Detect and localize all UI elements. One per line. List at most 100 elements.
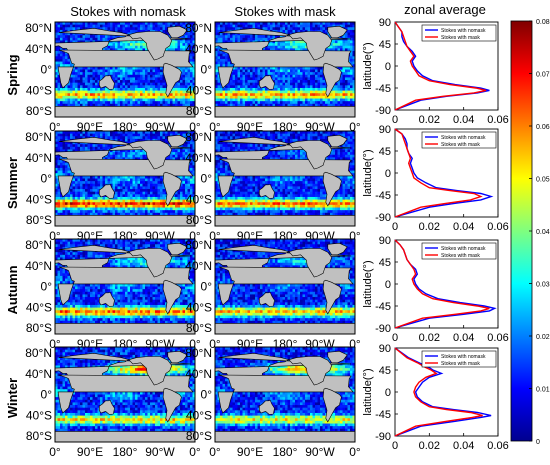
heat-cell [285,45,288,49]
heat-cell [305,85,308,89]
heat-cell [317,101,321,105]
heat-cell [177,66,181,70]
heat-cell [87,35,91,39]
heat-cell [340,93,343,97]
heat-cell [295,45,298,49]
heat-cell [102,157,106,161]
heat-cell [140,133,143,137]
heat-cell [122,154,126,158]
heat-cell [60,165,63,169]
heat-cell [55,136,58,140]
heat-cell [190,149,193,153]
heat-cell [135,101,138,105]
heat-cell [245,37,248,41]
heat-cell [130,45,133,49]
heat-cell [327,22,331,26]
heat-cell [100,144,103,148]
heat-cell [240,72,243,76]
heat-cell [120,24,123,28]
heat-cell [245,35,248,39]
heat-cell [220,24,223,28]
heat-cell [340,35,343,39]
heat-cell [340,80,343,84]
heat-cell [250,103,253,107]
heat-cell [107,66,111,70]
heat-cell [182,69,186,73]
heat-cell [307,90,311,94]
heat-cell [85,87,88,92]
heat-cell [55,144,58,148]
heat-cell [110,40,113,44]
heat-cell [250,98,253,102]
heat-cell [290,103,293,107]
heat-cell [232,85,236,89]
heat-cell [297,27,301,31]
heat-cell [215,35,218,39]
heat-cell [277,90,281,94]
heat-cell [65,58,68,62]
heat-cell [67,149,71,153]
heat-cell [302,40,306,44]
heat-cell [192,27,195,31]
heat-cell [165,29,168,33]
heat-cell [240,77,243,81]
heat-cell [190,98,193,102]
heat-cell [62,165,66,169]
heat-cell [142,80,146,84]
heat-cell [345,98,348,102]
heat-cell [250,77,253,81]
heat-cell [165,136,168,140]
heat-cell [250,69,253,73]
heat-cell [60,136,63,140]
heat-cell [182,133,186,137]
heat-cell [145,77,148,81]
heat-cell [62,87,66,92]
heat-cell [110,35,113,39]
heat-cell [215,32,218,36]
heat-cell [257,82,261,86]
heat-cell [155,24,158,28]
heat-cell [72,77,76,81]
heat-cell [295,66,298,70]
heat-cell [155,87,158,92]
heat-cell [260,87,263,92]
heat-cell [300,40,303,44]
heat-cell [307,22,311,26]
heat-cell [272,95,276,99]
heat-cell [310,77,313,81]
heat-cell [282,77,286,81]
heat-cell [350,45,353,49]
heat-cell [152,74,156,78]
heat-cell [55,103,58,107]
heat-cell [85,80,88,84]
heat-cell [102,133,106,137]
heat-cell [295,69,298,73]
heat-cell [260,93,263,97]
heat-cell [315,98,318,102]
heat-cell [65,37,68,41]
heat-cell [105,24,108,28]
heat-cell [177,90,181,94]
heat-cell [182,131,186,135]
heat-cell [242,37,246,41]
heat-cell [192,144,195,148]
heat-cell [102,27,106,31]
heat-cell [187,80,191,84]
heat-cell [275,103,278,107]
heat-cell [122,90,126,94]
heat-cell [55,22,58,26]
heat-cell [180,87,183,92]
heat-cell [115,93,118,97]
heat-cell [185,103,188,107]
heat-cell [67,64,71,68]
heat-cell [242,101,246,105]
heat-cell [260,95,263,99]
heat-cell [350,80,353,84]
heat-cell [122,93,126,97]
heat-cell [352,90,355,94]
heat-cell [180,103,183,107]
heat-cell [182,40,186,44]
heat-cell [297,77,301,81]
heat-cell [62,56,66,60]
heat-cell [72,87,76,92]
